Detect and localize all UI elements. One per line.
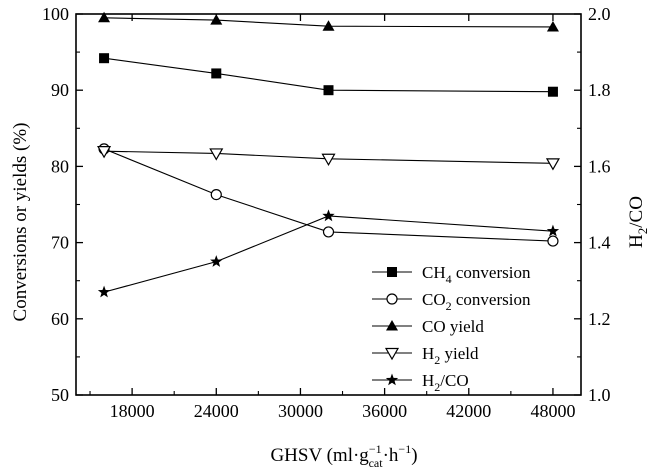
left-y-tick-label: 70: [51, 233, 69, 253]
data-point: [323, 85, 334, 96]
data-point: [547, 235, 559, 247]
data-point: [97, 146, 112, 159]
data-point: [210, 255, 223, 267]
x-axis-title: GHSV (ml·g−1 cat·h−1): [270, 442, 417, 469]
data-point: [546, 20, 559, 32]
left-y-tick-label: 90: [51, 80, 69, 100]
legend-label-sub: 2: [434, 353, 440, 367]
legend-label-part: CO yield: [422, 317, 484, 336]
x-tick-label: 36000: [362, 401, 407, 421]
data-point: [322, 209, 335, 222]
data-point: [210, 14, 223, 25]
right-y-tick-label: 1.2: [588, 309, 611, 329]
legend-label-part: H: [422, 344, 434, 363]
data-point: [209, 148, 224, 161]
x-tick-label: 30000: [278, 401, 323, 421]
data-point: [547, 86, 558, 97]
legend-marker: [386, 320, 398, 331]
y-axis-title-left: Conversions or yields (%): [10, 123, 31, 322]
plot-border: [75, 13, 582, 396]
right-y-tick-label: 1.6: [588, 156, 611, 176]
legend-item: CO yield: [372, 317, 484, 336]
left-y-tick-label: 50: [51, 385, 69, 405]
legend-item: H2 yield: [372, 344, 479, 367]
data-point: [98, 11, 111, 23]
legend-label: H2/CO: [422, 371, 469, 394]
left-y-tick-label: 100: [42, 4, 69, 24]
series-line: [104, 150, 553, 164]
series-line: [103, 57, 553, 93]
legend-item: H2/CO: [372, 371, 469, 394]
legend-label-part: CO: [422, 290, 446, 309]
series-5: [97, 209, 560, 298]
data-point: [210, 188, 222, 201]
right-y-tick-label: 1.8: [588, 80, 611, 100]
x-tick-label: 18000: [110, 401, 155, 421]
series-3: [98, 11, 559, 32]
legend-label-sub: 2: [446, 299, 452, 313]
series-line: [103, 148, 553, 242]
left-y-tick-label: 80: [51, 156, 69, 176]
legend-label-part: CH: [422, 263, 446, 282]
legend-label-part: yield: [440, 344, 479, 363]
series-4: [97, 146, 560, 171]
x-tick-label: 48000: [530, 401, 575, 421]
legend-label: CH4 conversion: [422, 263, 531, 286]
legend-label-part: conversion: [452, 263, 531, 282]
legend-marker: [385, 373, 399, 386]
x-axis-ticks: 18000 24000 30000 36000 42000 48000: [89, 14, 575, 421]
right-y-axis-ticks: 1.0 1.2 1.4 1.6 1.8 2.0: [574, 4, 611, 405]
series-line: [104, 17, 553, 28]
legend-marker: [384, 347, 400, 361]
right-y-tick-label: 1.4: [588, 233, 611, 253]
legend-label: H2 yield: [422, 344, 479, 367]
data-point: [99, 53, 110, 64]
legend-item: CO2 conversion: [372, 290, 531, 313]
left-y-tick-label: 60: [51, 309, 69, 329]
data-point: [322, 226, 335, 238]
right-y-tick-label: 2.0: [588, 4, 611, 24]
legend-label-part: conversion: [452, 290, 531, 309]
series-1: [99, 53, 558, 97]
legend-label: CO2 conversion: [422, 290, 531, 313]
x-tick-label: 42000: [446, 401, 491, 421]
legend-label-part: /CO: [440, 371, 468, 390]
plot-frame: [75, 13, 582, 396]
legend-label-sub: 2: [434, 380, 440, 394]
series-line: [103, 215, 553, 293]
x-tick-label: 24000: [194, 401, 239, 421]
legend-label-sub: 4: [446, 272, 452, 286]
series-group: [97, 11, 560, 298]
legend-label: CO yield: [422, 317, 484, 336]
data-point: [322, 20, 335, 31]
data-point: [97, 285, 111, 298]
right-y-tick-label: 1.0: [588, 385, 611, 405]
data-point: [545, 158, 560, 171]
legend-label-part: H: [422, 371, 434, 390]
data-point: [546, 224, 560, 237]
legend-marker: [386, 293, 398, 305]
legend-item: CH4 conversion: [372, 263, 531, 286]
legend-marker: [387, 267, 397, 277]
left-y-axis-ticks: 50 60 70 80 90 100: [42, 4, 83, 405]
data-point: [211, 68, 222, 79]
data-point: [321, 153, 336, 166]
y-axis-title-right: H2/CO: [626, 196, 650, 248]
